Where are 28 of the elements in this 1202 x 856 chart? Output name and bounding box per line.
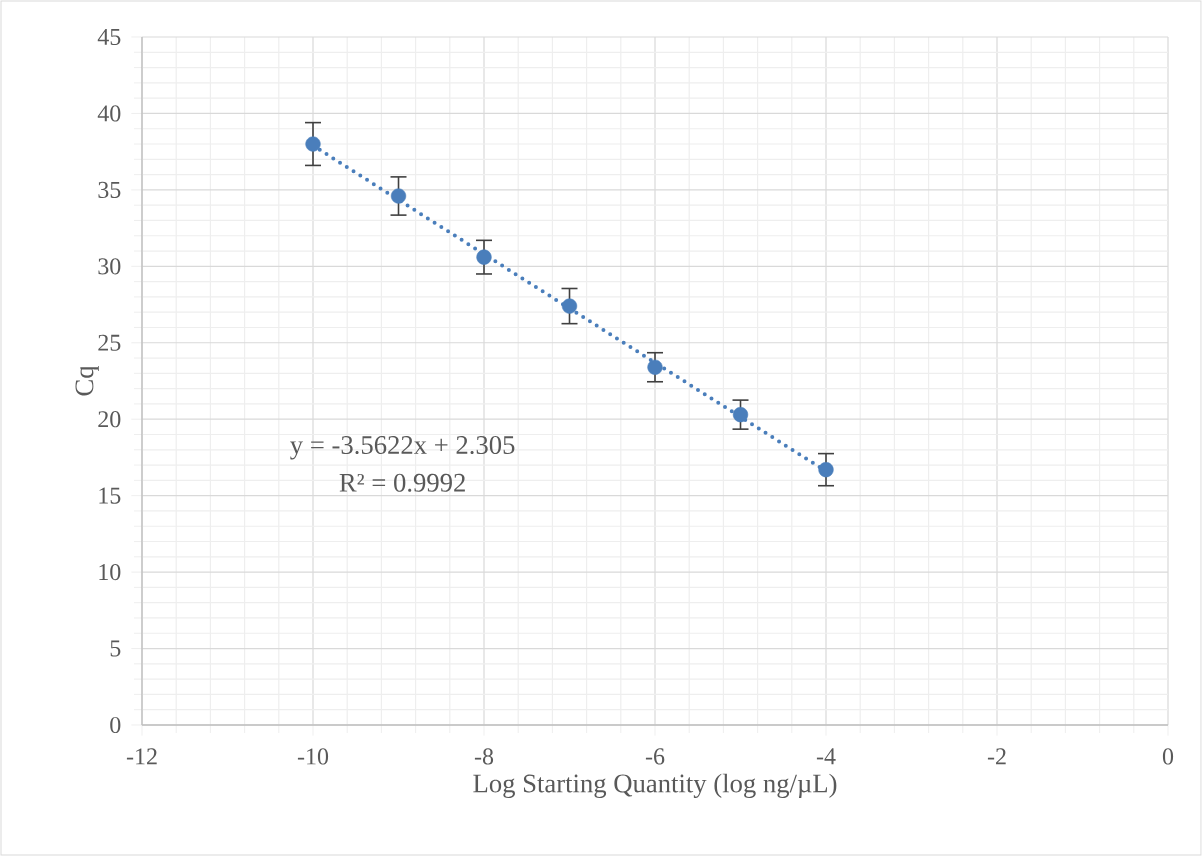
y-tick-label: 5: [110, 640, 121, 657]
point: [818, 462, 834, 478]
x-tick-label: -8: [474, 748, 494, 765]
point: [476, 249, 492, 265]
annotation: y = -3.5622x + 2.305: [290, 435, 515, 460]
y-tick-label: 20: [98, 411, 121, 428]
x-tick-label: -6: [645, 748, 665, 765]
x-axis-title: Log Starting Quantity (log ng/µL): [473, 773, 837, 798]
point: [732, 407, 749, 423]
y-axis-title: Cq: [75, 365, 99, 396]
x-tick-label: -12: [126, 748, 157, 765]
x-tick-label: 0: [1162, 748, 1174, 765]
y-tick-label: 45: [97, 28, 121, 46]
y-tick-label: 0: [110, 716, 121, 734]
x-tick-label: -2: [987, 748, 1006, 765]
y-tick-label: 30: [98, 258, 121, 275]
y-tick-label: 25: [98, 334, 121, 351]
point: [561, 298, 578, 314]
y-tick-label: 15: [99, 487, 121, 504]
annotation: R² = 0.9992: [339, 473, 465, 492]
y-tick-label: 35: [98, 181, 121, 198]
x-tick-label: -10: [297, 748, 329, 765]
y-tick-label: 10: [99, 564, 121, 581]
point: [647, 359, 663, 375]
point: [390, 188, 407, 204]
point: [305, 136, 321, 152]
y-tick-label: 40: [97, 105, 121, 122]
x-tick-label: -4: [816, 748, 836, 765]
